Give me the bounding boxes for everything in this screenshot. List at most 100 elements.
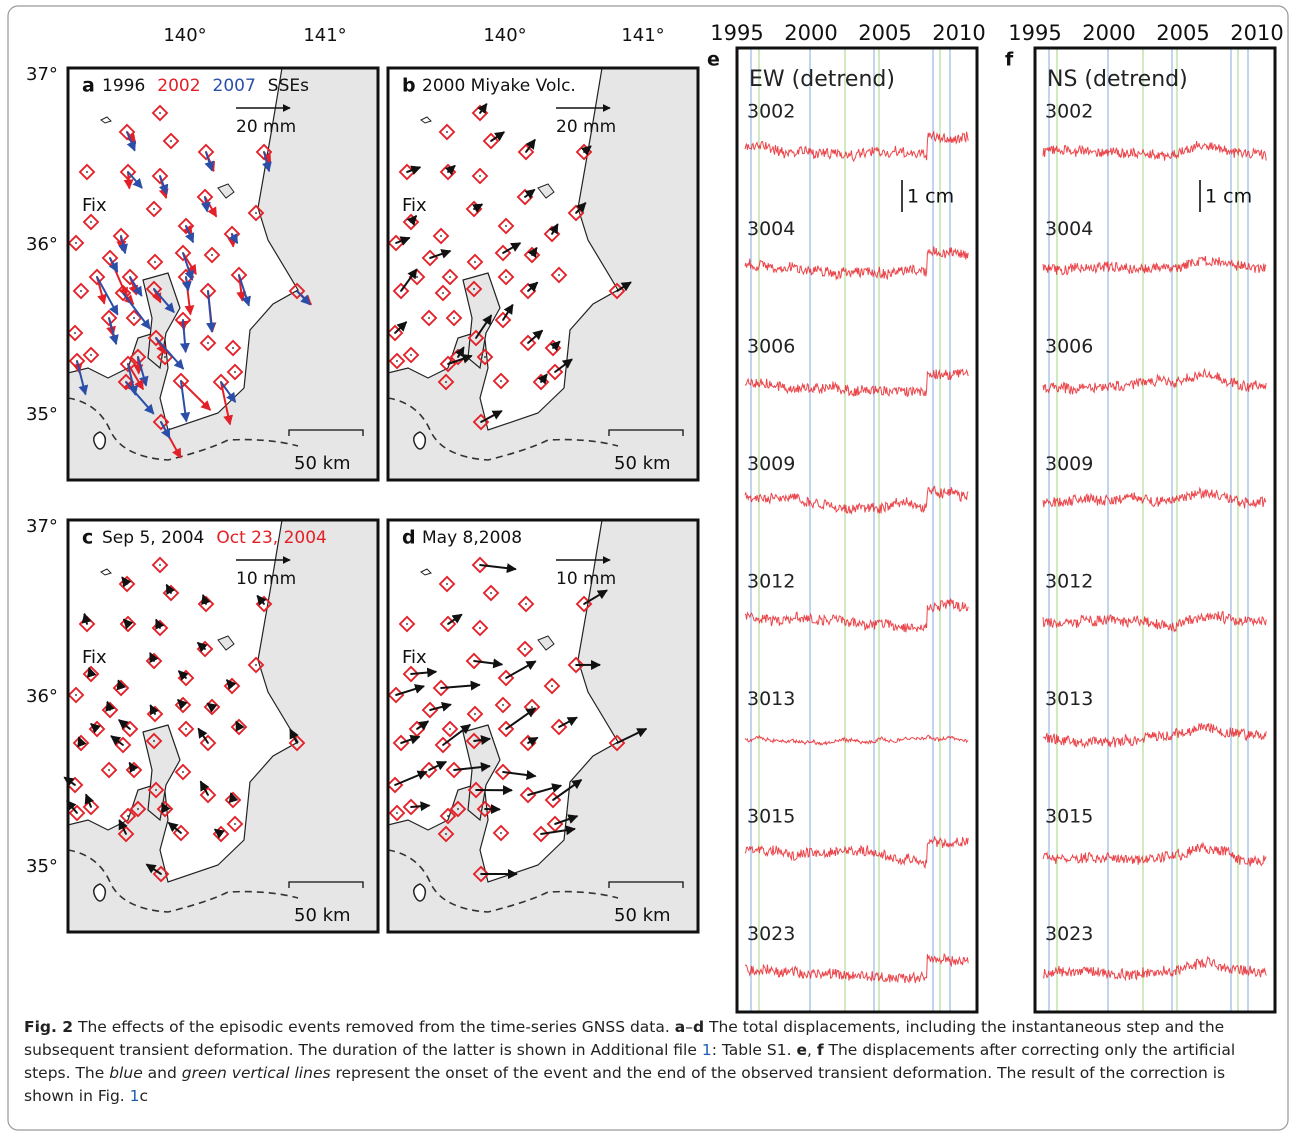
latitude-label: 35° [26,404,58,425]
station-dot [416,276,418,278]
time-series-trace [1042,367,1267,396]
station [438,123,456,141]
time-series-trace [744,836,969,870]
station-dot [127,815,129,817]
displacement-arrow [145,863,162,875]
displacement-arrow [502,303,514,321]
station [497,268,515,286]
displacement-arrow [429,701,452,712]
year-label: 2000 [784,21,837,45]
station [467,781,485,799]
displacement-arrow [108,257,119,273]
station-dot [474,713,476,715]
caption-text: d [692,1018,705,1036]
station [112,227,130,245]
station-dot [558,274,560,276]
station [494,763,512,781]
displacement-arrow [153,288,175,314]
station [174,763,192,781]
displacement-arrow [118,719,131,730]
panel-letter: b [402,75,416,97]
displacement-arrow [479,563,517,574]
year-label: 2005 [1156,21,1209,45]
station-dot [74,332,76,334]
station [224,339,242,357]
scale-bar [608,881,684,888]
displacement-arrow [527,246,538,258]
station [471,556,489,574]
station [494,244,512,262]
displacement-arrow [122,292,151,330]
caption-link[interactable]: 1 [129,1087,140,1105]
station-dot [457,808,459,810]
panel-title: NS (detrend) [1047,67,1188,92]
displacement-arrow [552,779,583,801]
time-series-trace [1042,723,1267,749]
time-series-trace [1042,841,1267,867]
time-series-trace [1042,955,1267,982]
displacement-arrow [180,380,191,423]
map-panel: a 1996 2002 2007 SSEs 20 mm Fix 50 km [66,66,380,482]
station [197,143,215,161]
station [100,761,118,779]
station-dot [531,706,533,708]
displacement-arrow [181,276,192,292]
station-dot [442,292,444,294]
islet [420,116,432,124]
island [413,883,427,902]
scale-arrow-label: 20 mm [556,117,616,137]
caption-link[interactable]: 1 [701,1041,712,1059]
displacement-arrow [158,175,169,195]
station [550,718,568,736]
station [101,249,119,267]
displacement-arrow [105,700,115,712]
station-dot [525,603,527,605]
caption-text: , [806,1041,817,1059]
caption-text: : Table S1. [711,1041,797,1059]
displacement-arrow [116,679,127,691]
station-label: 3015 [747,806,795,828]
displacement-arrow [549,340,561,352]
year-label: 2005 [858,21,911,45]
station-dot [449,728,451,730]
station-dot [396,812,398,814]
station-dot [170,140,172,142]
station-dot [474,261,476,263]
station-dot [185,728,187,730]
displacement-arrow [77,736,87,748]
time-series-trace [744,130,969,163]
displacement-arrow [127,171,143,189]
station [517,595,535,613]
station [151,556,169,574]
displacement-arrow [400,734,421,745]
displacement-arrow [429,249,452,259]
displacement-arrow [289,728,299,744]
year-label: 2010 [1230,21,1283,45]
station-dot [80,290,82,292]
time-series-trace [744,952,969,984]
fix-label: Fix [402,647,427,668]
station-label: 3012 [747,571,795,593]
displacement-arrow [505,707,537,730]
displacement-arrow [96,276,119,316]
displacement-arrow [199,780,210,796]
station-dot [447,815,449,817]
station [472,413,490,431]
station-dot [479,627,481,629]
caption-text: e [796,1041,807,1059]
displacement-arrow [454,346,465,358]
station-dot [453,317,455,319]
displacement-arrow [395,684,425,696]
station-dot [505,276,507,278]
displacement-arrow [262,151,272,173]
station [465,652,483,670]
station [174,244,192,262]
time-series-trace [1042,610,1267,633]
panel-title: EW (detrend) [749,67,895,92]
station [147,781,165,799]
displacement-arrow [220,381,237,403]
panel-title: Sep 5, 2004 [102,528,204,548]
station [432,679,450,697]
